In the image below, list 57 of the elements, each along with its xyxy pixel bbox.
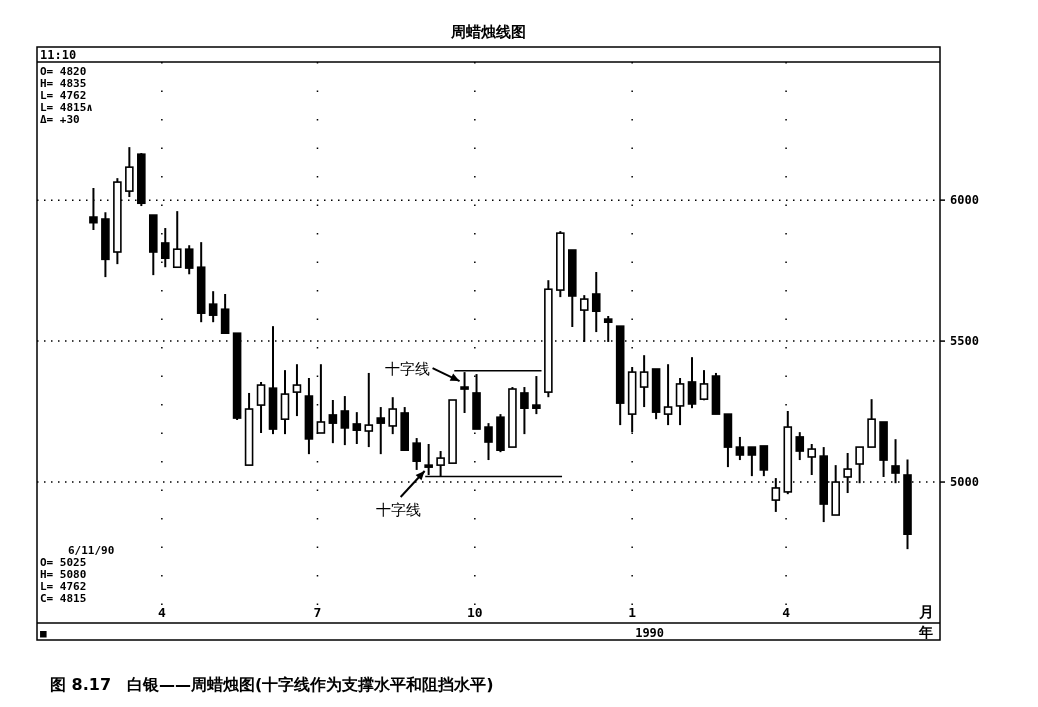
- annotation: L= 4762: [40, 89, 87, 102]
- candlestick: [256, 380, 266, 434]
- candlestick: [639, 354, 649, 409]
- candlestick: [292, 363, 302, 418]
- candlestick: [687, 356, 697, 410]
- candlestick: [591, 271, 601, 334]
- x-tick-label: 1: [628, 605, 637, 620]
- candlestick: [699, 369, 709, 402]
- candlestick: [208, 290, 218, 324]
- x-tick-label: 7: [313, 605, 322, 620]
- candlestick: [532, 375, 541, 416]
- candlestick: [759, 444, 769, 478]
- annotation: H= 5080: [40, 568, 87, 581]
- chart-title: 周蜡烛线图: [450, 23, 526, 41]
- x-tick-label: 4: [782, 605, 791, 620]
- annotation: 十字线: [376, 501, 422, 519]
- y-tick-label: 5500: [950, 334, 979, 349]
- x-tick-label: 10: [466, 605, 483, 620]
- annotation: H= 4835: [40, 77, 87, 90]
- text: ■: [40, 627, 47, 640]
- candlestick: [220, 293, 230, 335]
- candlestick: [125, 146, 134, 199]
- text: 11:10: [40, 48, 77, 62]
- annotation: C= 4815: [40, 592, 87, 605]
- candlestick: [484, 422, 493, 462]
- annotation: 十字线: [384, 360, 430, 379]
- x-axis-title: 月: [917, 603, 934, 621]
- candlestick: [807, 442, 817, 476]
- caption: 图 8.17 白银——周蜡烛图(十字线作为支撑水平和阻挡水平): [50, 675, 494, 694]
- candlestick: [675, 377, 685, 427]
- annotation: 6/11/90: [68, 544, 115, 557]
- candlestick: [747, 446, 757, 478]
- annotation: Δ= +30: [40, 113, 80, 126]
- y-tick-label: 5000: [950, 475, 979, 490]
- candlestick: [520, 386, 529, 436]
- candlestick: [412, 437, 421, 471]
- x-tick-label: 4: [157, 605, 166, 620]
- y-tick-label: 6000: [950, 193, 979, 208]
- annotation: L= 4762: [40, 580, 87, 593]
- candlestick: [184, 244, 194, 276]
- candlestick: [328, 399, 338, 445]
- candlestick: [663, 363, 673, 427]
- candlestick: [388, 396, 398, 436]
- annotation: O= 4820: [40, 65, 87, 78]
- candlestick: [735, 435, 745, 462]
- candlestick: [340, 395, 350, 447]
- candlestick: [172, 210, 182, 269]
- text: 1990: [635, 626, 665, 640]
- candlestick: [376, 406, 386, 456]
- candlestick: [364, 371, 374, 449]
- text: 年: [918, 624, 933, 640]
- candlestick: [795, 431, 805, 462]
- candlestick: [352, 411, 362, 445]
- candlestick: [316, 363, 326, 434]
- annotation: O= 5025: [40, 556, 87, 569]
- candlestick: [579, 294, 589, 343]
- annotation: L= 4815∧: [40, 101, 93, 114]
